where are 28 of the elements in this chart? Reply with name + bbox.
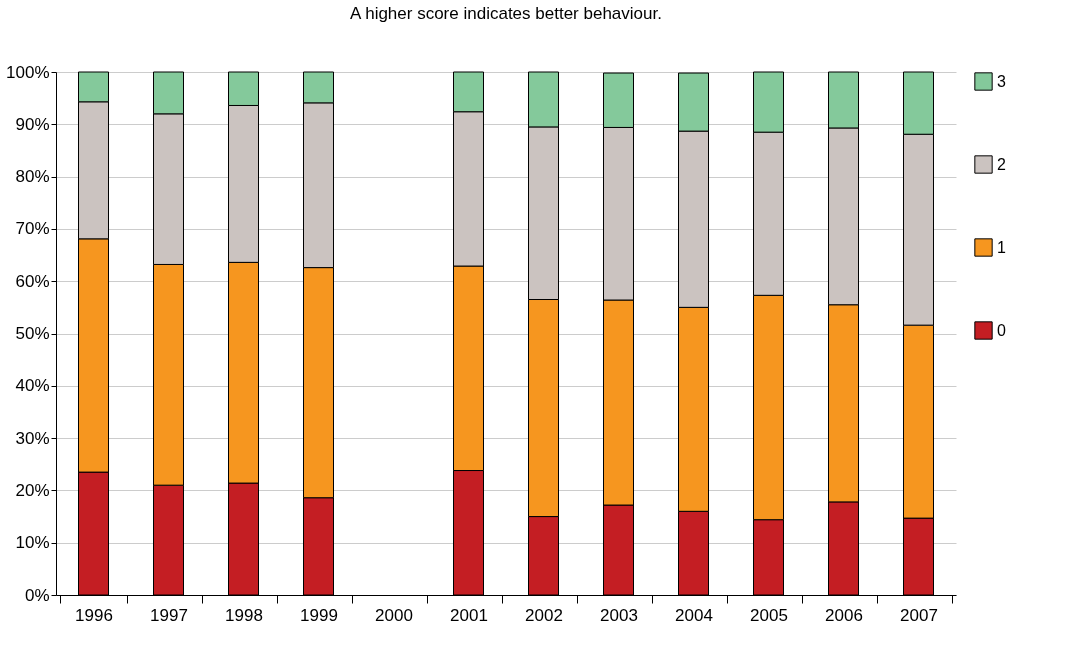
x-tick-label: 2002	[525, 605, 563, 625]
legend-label: 2	[997, 155, 1006, 173]
x-tick-label: 2004	[675, 605, 713, 625]
legend-label: 0	[997, 321, 1006, 339]
x-tick-label: 1996	[75, 605, 113, 625]
x-tick-label: 2003	[600, 605, 638, 625]
y-tick-label: 10%	[15, 533, 50, 553]
x-tick-label: 1998	[225, 605, 263, 625]
y-tick-label: 100%	[6, 62, 50, 82]
legend-label: 3	[997, 72, 1006, 90]
y-tick-label: 50%	[15, 324, 50, 343]
y-tick-label: 60%	[15, 271, 50, 291]
y-tick-label: 20%	[15, 480, 50, 500]
x-tick-label: 2001	[450, 605, 488, 625]
y-tick-label: 80%	[15, 167, 50, 187]
legend-label: 1	[997, 238, 1006, 256]
y-tick-label: 70%	[15, 219, 50, 239]
y-tick-label: 90%	[15, 114, 50, 134]
x-tick-label: 2005	[750, 605, 788, 625]
x-tick-label: 1999	[300, 605, 338, 625]
y-tick-label: 30%	[15, 428, 50, 448]
x-tick-label: 2007	[900, 605, 938, 625]
x-tick-label: 1997	[150, 605, 188, 625]
chart-title: A higher score indicates better behaviour.	[350, 4, 662, 23]
y-tick-label: 0%	[24, 585, 50, 605]
x-tick-label: 2000	[375, 605, 413, 625]
y-tick-label: 40%	[15, 376, 50, 396]
x-tick-label: 2006	[825, 605, 863, 625]
